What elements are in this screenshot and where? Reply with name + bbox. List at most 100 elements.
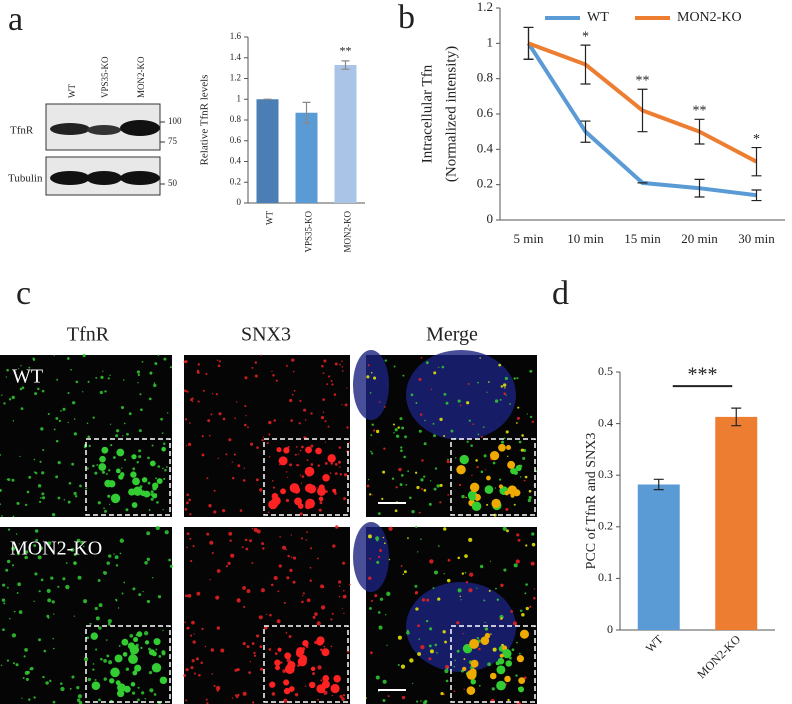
legend-label: MON2-KO [677,10,742,25]
puncta [101,446,109,454]
puncta [385,613,387,616]
puncta [315,447,322,455]
puncta [469,572,474,577]
puncta [244,538,248,542]
puncta [505,394,507,396]
puncta [60,686,65,692]
micrograph [0,527,172,704]
puncta [295,446,298,448]
puncta [41,389,45,393]
puncta [476,466,479,469]
nucleus [353,522,389,592]
puncta [317,698,319,701]
bar [715,416,758,630]
puncta [501,440,505,444]
puncta [504,675,511,683]
puncta [21,697,23,699]
error-bar [523,26,534,60]
puncta [462,666,467,672]
puncta [55,439,59,443]
puncta [270,583,274,587]
puncta [256,446,259,449]
puncta [186,501,189,505]
puncta [323,359,327,363]
puncta [456,649,460,653]
puncta [34,529,39,533]
puncta [280,488,287,495]
puncta [456,464,466,475]
puncta [108,660,113,665]
puncta [459,595,461,598]
puncta [215,685,221,691]
puncta [445,679,449,683]
puncta [52,647,55,650]
puncta [517,538,521,542]
puncta [187,442,192,446]
puncta [436,652,438,654]
puncta [382,536,385,539]
puncta [130,471,137,478]
puncta [476,636,479,640]
puncta [161,651,166,656]
puncta [334,472,338,475]
puncta [416,485,420,490]
puncta [289,463,293,467]
puncta [420,700,422,702]
puncta [425,361,429,365]
puncta [371,452,374,455]
puncta [491,687,495,691]
puncta [429,649,434,654]
puncta [400,446,403,449]
puncta [265,613,268,616]
puncta [162,467,164,470]
puncta [184,621,186,624]
puncta [518,677,526,685]
puncta [115,598,118,601]
puncta [461,494,465,499]
puncta [421,459,424,462]
puncta [210,413,213,416]
puncta [343,612,345,615]
puncta [375,675,380,680]
puncta [76,686,80,690]
puncta [420,487,423,490]
puncta [268,456,271,458]
significance: ** [693,104,707,119]
significance: * [582,29,589,44]
puncta [513,503,516,506]
puncta [153,693,157,696]
puncta [438,545,440,547]
puncta [300,482,303,484]
micrographs [0,350,538,704]
puncta [202,389,205,392]
puncta [236,598,241,603]
puncta [16,551,21,556]
puncta [294,693,299,697]
puncta [185,445,188,447]
puncta [197,400,200,403]
puncta [153,638,161,646]
y-tick-label: 1 [487,34,494,49]
puncta [369,392,372,394]
puncta [153,382,156,384]
puncta [394,428,398,432]
puncta [301,475,305,478]
puncta [40,578,44,582]
puncta [190,666,194,670]
puncta [34,392,38,396]
puncta [398,467,402,472]
puncta [525,583,528,586]
puncta [110,443,113,447]
puncta [186,493,190,497]
puncta [37,484,42,488]
puncta [122,435,124,437]
puncta [35,538,38,542]
puncta [480,435,483,438]
puncta [262,436,265,438]
significance: *** [688,364,718,386]
puncta [132,477,140,486]
puncta [98,463,107,471]
puncta [186,532,190,536]
puncta [11,633,17,638]
puncta [348,583,351,586]
